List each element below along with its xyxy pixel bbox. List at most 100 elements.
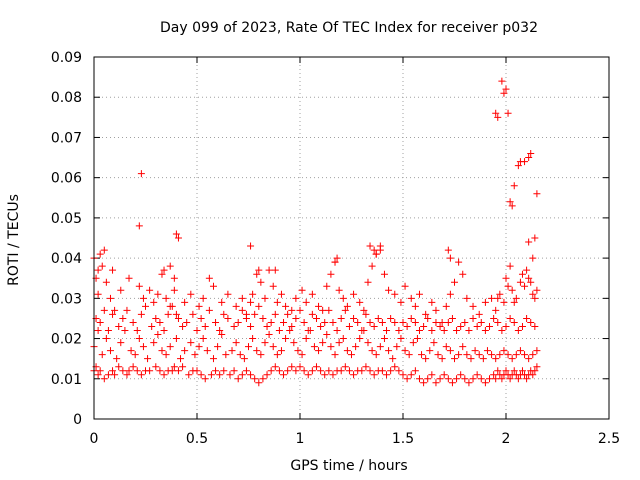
data-point-marker <box>294 347 302 355</box>
data-point-marker <box>212 318 220 326</box>
data-point-marker <box>265 331 273 339</box>
data-point-marker <box>209 282 217 290</box>
data-point-marker <box>469 375 477 383</box>
data-point-marker <box>98 262 106 270</box>
data-point-marker <box>300 318 308 326</box>
x-tick-label: 2 <box>502 431 511 447</box>
data-point-marker <box>403 375 411 383</box>
data-point-marker <box>253 270 261 278</box>
data-point-marker <box>160 327 168 335</box>
data-point-marker <box>187 339 195 347</box>
data-point-marker <box>494 113 502 121</box>
data-point-marker <box>129 318 137 326</box>
data-point-marker <box>362 363 370 371</box>
data-point-marker <box>154 290 162 298</box>
data-point-marker <box>516 278 524 286</box>
data-point-marker <box>488 351 496 359</box>
data-point-marker <box>106 347 114 355</box>
data-point-marker <box>212 367 220 375</box>
data-point-marker <box>96 250 104 258</box>
data-point-marker <box>502 367 510 375</box>
data-point-marker <box>409 339 417 347</box>
data-point-marker <box>494 367 502 375</box>
data-point-marker <box>448 314 456 322</box>
data-point-marker <box>451 278 458 286</box>
y-tick-label: 0.04 <box>51 251 82 267</box>
x-tick-label: 2.5 <box>598 431 620 447</box>
data-point-marker <box>428 327 436 335</box>
data-point-marker <box>308 290 316 298</box>
data-point-marker <box>242 310 250 318</box>
data-point-marker <box>502 85 510 93</box>
data-point-marker <box>348 351 355 359</box>
data-point-marker <box>426 347 434 355</box>
data-point-marker <box>376 343 384 351</box>
data-point-marker <box>144 355 152 363</box>
data-point-marker <box>290 339 298 347</box>
data-point-marker <box>514 327 522 335</box>
data-point-marker <box>438 355 446 363</box>
data-point-marker <box>331 258 339 266</box>
data-point-marker <box>391 363 399 371</box>
data-point-marker <box>280 318 288 326</box>
data-point-marker <box>166 262 174 270</box>
data-point-marker <box>249 335 257 343</box>
data-point-marker <box>273 298 281 306</box>
data-point-marker <box>191 351 199 359</box>
data-point-marker <box>257 351 265 359</box>
data-point-marker <box>185 371 193 379</box>
data-point-marker <box>422 310 430 318</box>
y-tick-label: 0.07 <box>51 130 82 146</box>
y-tick-labels: 0 0.01 0.02 0.03 0.04 0.05 0.06 0.07 0.08 0.09 <box>51 50 82 428</box>
data-point-marker <box>146 286 154 294</box>
data-point-marker <box>193 327 201 335</box>
data-point-marker <box>327 343 335 351</box>
data-point-marker <box>174 367 182 375</box>
data-point-marker <box>129 363 137 371</box>
data-point-marker <box>158 270 166 278</box>
data-point-marker <box>345 367 353 375</box>
data-point-marker <box>469 302 477 310</box>
data-point-marker <box>170 286 178 294</box>
data-point-marker <box>170 274 178 282</box>
data-point-marker <box>304 327 312 335</box>
data-point-marker <box>403 322 411 330</box>
data-point-marker <box>469 314 477 322</box>
data-point-marker <box>150 339 158 347</box>
data-point-marker <box>451 355 458 363</box>
data-point-marker <box>179 322 187 330</box>
data-point-marker <box>512 294 520 302</box>
data-point-marker <box>94 266 102 274</box>
data-point-marker <box>267 318 275 326</box>
data-point-marker <box>391 290 399 298</box>
data-point-marker <box>358 327 366 335</box>
data-point-marker <box>413 335 421 343</box>
data-point-marker <box>514 162 522 170</box>
data-point-marker <box>343 347 351 355</box>
data-point-marker <box>486 375 494 383</box>
data-point-marker <box>455 351 463 359</box>
data-point-marker <box>533 347 541 355</box>
data-point-marker <box>512 351 520 359</box>
data-point-marker <box>261 339 269 347</box>
data-point-marker <box>321 371 329 379</box>
data-point-marker <box>245 343 252 351</box>
data-point-marker <box>292 367 300 375</box>
data-point-marker <box>399 371 407 379</box>
data-point-marker <box>483 347 491 355</box>
data-point-marker <box>531 322 539 330</box>
data-point-marker <box>109 367 117 375</box>
data-point-marker <box>397 335 405 343</box>
data-point-marker <box>415 375 423 383</box>
data-point-marker <box>407 371 415 379</box>
data-point-marker <box>490 371 498 379</box>
data-point-marker <box>533 286 541 294</box>
data-point-marker <box>405 351 413 359</box>
data-point-marker <box>325 367 333 375</box>
data-point-marker <box>453 327 461 335</box>
data-point-marker <box>498 375 506 383</box>
data-point-marker <box>444 375 452 383</box>
data-point-marker <box>156 318 164 326</box>
data-point-marker <box>362 310 370 318</box>
